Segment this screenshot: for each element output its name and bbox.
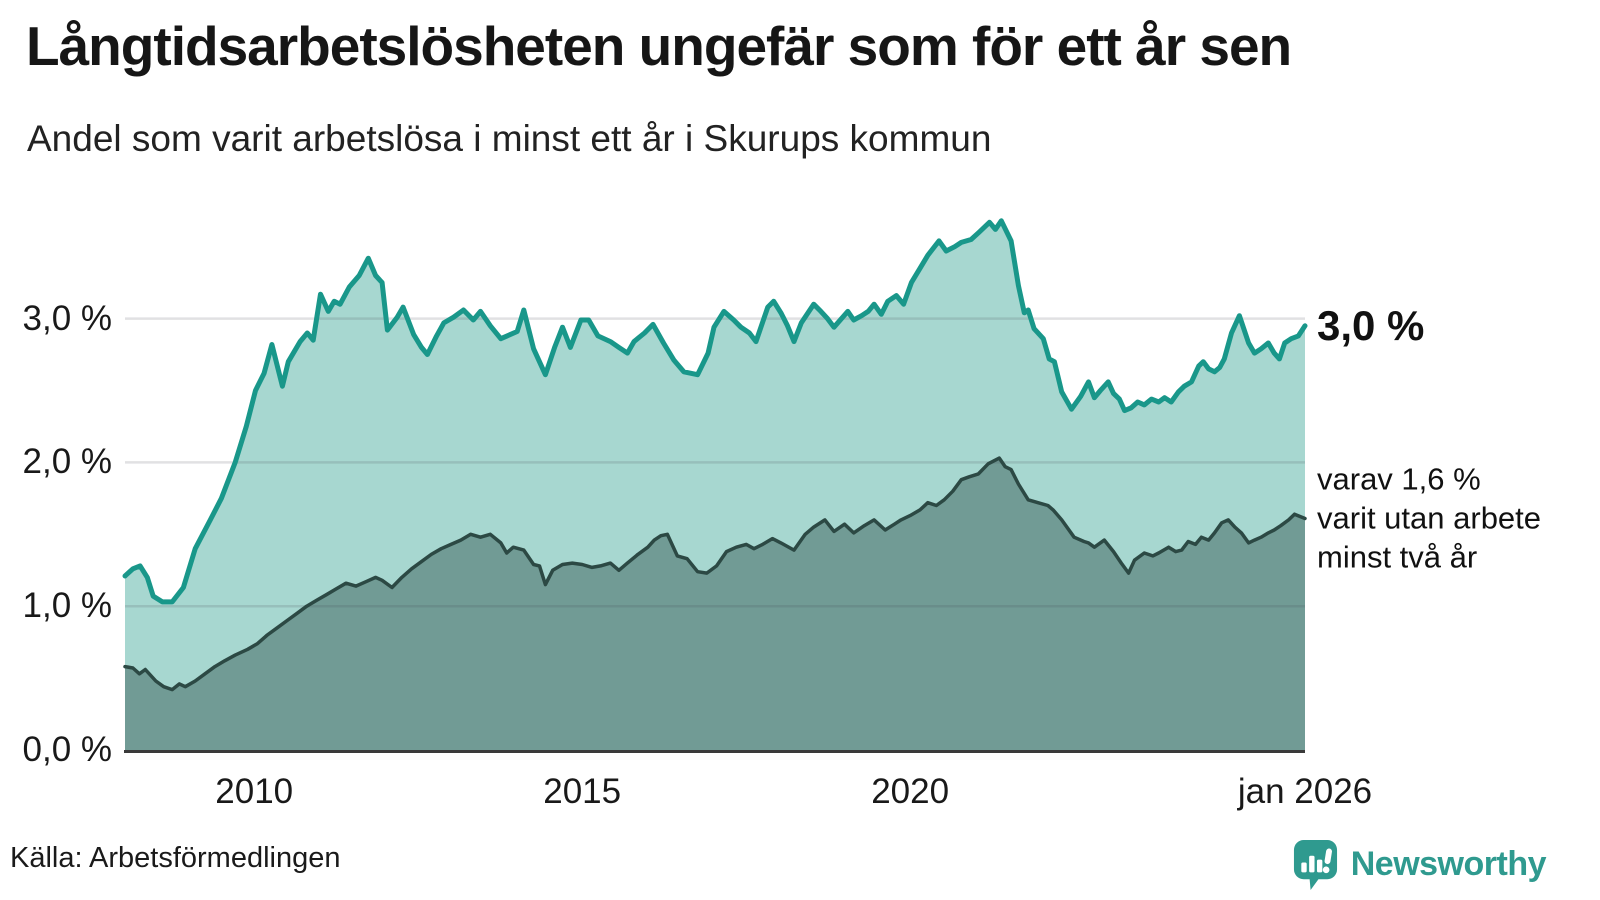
- series1-end-value-label: 3,0 %: [1317, 301, 1425, 349]
- page-subtitle: Andel som varit arbetslösa i minst ett å…: [27, 118, 992, 159]
- series-line-2: [123, 456, 1307, 692]
- page-title: Långtidsarbetslösheten ungefär som för e…: [26, 15, 1292, 77]
- x-tick-label: 2015: [543, 772, 622, 811]
- y-tick-label: 2,0 %: [22, 442, 113, 482]
- annotation-line: minst två år: [1317, 539, 1478, 575]
- brand-logo: Newsworthy: [1292, 838, 1547, 891]
- y-tick-label: 0,0 %: [22, 730, 113, 769]
- brand-name: Newsworthy: [1350, 845, 1547, 883]
- series-line-1: [122, 218, 1308, 605]
- source-caption: Källa: Arbetsförmedlingen: [10, 842, 341, 874]
- y-tick-label: 3,0 %: [22, 298, 113, 338]
- x-axis-labels: 2010 2015 2020 jan 2026: [0, 772, 1600, 822]
- newsworthy-icon: [1293, 840, 1337, 890]
- x-tick-label: 2020: [871, 772, 950, 811]
- annotation-line: varav 1,6 %: [1317, 461, 1481, 497]
- y-axis-labels: 0,0 % 1,0 % 2,0 % 3,0 %: [0, 0, 113, 900]
- x-tick-label: jan 2026: [1237, 772, 1373, 811]
- series-area-2: [125, 458, 1305, 750]
- y-tick-label: 1,0 %: [22, 586, 113, 626]
- annotation-line: varit utan arbete: [1317, 500, 1542, 536]
- x-tick-label: 2010: [215, 772, 294, 811]
- series2-annotation: varav 1,6 % varit utan arbete minst två …: [1317, 460, 1541, 577]
